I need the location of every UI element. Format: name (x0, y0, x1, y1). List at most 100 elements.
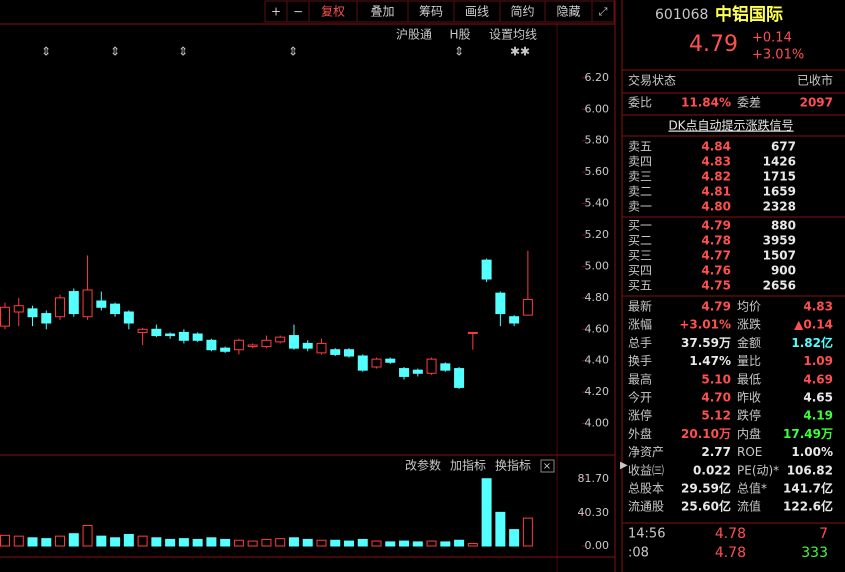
text: 0.022 (693, 463, 731, 477)
candle-body (151, 328, 162, 337)
menu-item[interactable]: H股 (449, 28, 470, 42)
toolbar-label[interactable]: + (271, 5, 281, 19)
volume-bar (440, 541, 451, 547)
text: 1.82亿 (791, 335, 833, 350)
text: 跌停 (737, 408, 761, 423)
volume-bar (247, 540, 258, 547)
text: 收益㈢ (628, 463, 664, 477)
menu-item[interactable]: 加指标 (450, 458, 486, 473)
candle-body (123, 311, 134, 324)
volume-bar (371, 540, 382, 547)
candle-body (440, 363, 451, 371)
y-tick-label: 0.00 (585, 539, 610, 552)
candle-body (467, 331, 478, 334)
volume-bar (426, 540, 437, 547)
text: 1659 (763, 185, 796, 199)
toolbar-label[interactable]: 复权 (321, 5, 345, 19)
toolbar-label[interactable]: 叠加 (370, 5, 394, 19)
text: 4.78 (701, 234, 731, 248)
text: 买四 (628, 264, 652, 278)
close-button[interactable] (540, 459, 555, 473)
text: 4.83 (803, 300, 833, 314)
text: 4.78 (715, 526, 746, 542)
toolbar-button[interactable] (591, 0, 615, 23)
stock-code: 601068 (655, 7, 708, 23)
text: 金额 (737, 335, 761, 350)
menu-item[interactable]: 设置均线 (489, 28, 537, 42)
text: 委比 (628, 96, 652, 110)
text: 买五 (628, 279, 652, 293)
marker: ⇕ (288, 45, 298, 59)
volume-bar (509, 529, 520, 547)
collapse-icon[interactable]: ▶ (620, 460, 628, 471)
text: 333 (801, 545, 828, 561)
menu-item[interactable]: 沪股通 (396, 28, 432, 42)
marker: ⇕ (178, 45, 188, 59)
text: 900 (771, 264, 796, 278)
text: 委差 (737, 96, 761, 110)
toolbar-label[interactable]: 画线 (465, 5, 489, 19)
volume-bar (82, 524, 93, 547)
text: 4.70 (701, 391, 731, 405)
marker: ✱✱ (510, 45, 530, 59)
candle-body (96, 300, 107, 308)
volume-bar (467, 543, 478, 547)
change-pct: +3.01% (752, 48, 804, 63)
change: +0.14 (752, 31, 792, 46)
text: 流通股 (628, 500, 664, 514)
text: PE(动)* (737, 463, 779, 477)
expand-icon[interactable]: ⤢ (599, 5, 608, 18)
toolbar-label[interactable]: − (293, 5, 303, 19)
marker: ⇕ (454, 45, 464, 59)
text: 37.59万 (681, 336, 731, 350)
text: 已收市 (797, 73, 833, 88)
candle-body (220, 347, 231, 352)
candle-body (165, 333, 176, 337)
menu-item[interactable]: 换指标 (495, 458, 531, 473)
toolbar-label[interactable]: 简约 (510, 4, 534, 19)
candle-body (385, 358, 396, 363)
menu-item[interactable]: 改参数 (405, 458, 441, 473)
volume-bar (165, 538, 176, 547)
text: 4.69 (803, 372, 833, 386)
y-tick-label: 6.00 (585, 102, 610, 115)
y-tick-label: 40.30 (578, 506, 610, 519)
y-tick-label: 5.20 (585, 228, 610, 241)
text: 11.84% (681, 96, 731, 110)
text: 总手 (628, 336, 652, 350)
volume-bar (68, 533, 79, 547)
candle-body (68, 291, 79, 315)
close-icon[interactable]: × (543, 461, 551, 472)
text: 最低 (737, 372, 761, 386)
text: 卖四 (628, 155, 652, 169)
y-tick-label: 4.40 (585, 354, 610, 367)
volume-bar (27, 537, 38, 547)
text: 677 (771, 140, 796, 154)
volume-bar (412, 541, 423, 547)
y-tick-label: 5.80 (585, 134, 610, 147)
text: 4.84 (701, 140, 731, 154)
signal-link[interactable]: DK点自动提示涨跌信号 (668, 118, 793, 133)
text: 最新 (628, 299, 652, 314)
text: 卖三 (628, 170, 652, 184)
text: 14:56 (628, 527, 665, 542)
toolbar-label[interactable]: 隐藏 (556, 5, 580, 19)
candle-body (41, 313, 52, 324)
volume-bar (399, 540, 410, 547)
text: 买二 (628, 234, 652, 248)
candle-body (302, 342, 313, 349)
candle-body (55, 297, 66, 318)
y-tick-label: 81.70 (578, 472, 610, 485)
volume-bar (206, 537, 217, 547)
candle-body (27, 308, 38, 318)
volume-bar (357, 538, 368, 547)
candle-body (344, 349, 354, 357)
text: 122.6亿 (783, 499, 833, 514)
text: 25.60亿 (681, 499, 731, 514)
text: 均价 (737, 300, 761, 314)
text: 交易状态 (628, 73, 676, 88)
toolbar-label[interactable]: 筹码 (419, 5, 443, 19)
price: 4.79 (689, 32, 738, 57)
text: 净资产 (628, 445, 664, 459)
